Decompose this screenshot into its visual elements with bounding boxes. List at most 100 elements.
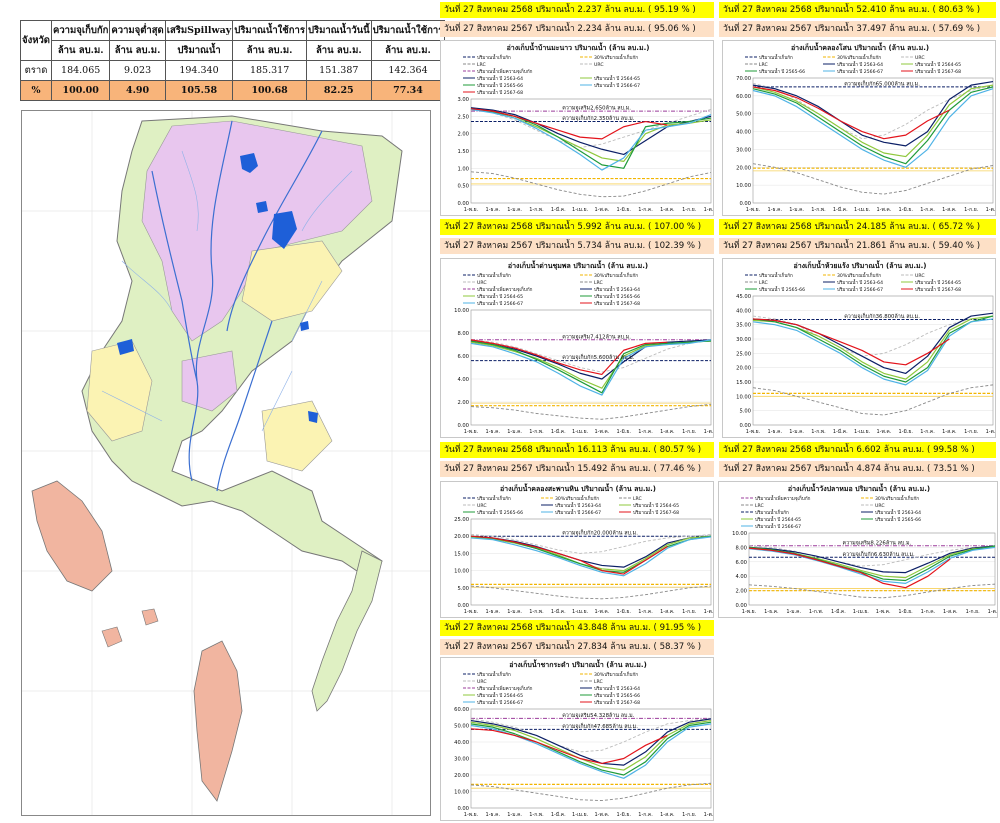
capacity-annotation: ความจุเสริม8.226ล้าน ลบ.ม. [842, 539, 911, 546]
urc-line [748, 545, 996, 567]
y-tick-label: 15.00 [736, 380, 751, 386]
legend-label: LRC [755, 503, 764, 509]
x-tick-label: 1-ต.ค. [704, 207, 714, 213]
x-tick-label: 1-พ.ค. [595, 812, 610, 818]
legend-label: ปริมาณน้ำเก็บกัก [759, 271, 793, 279]
legend-label: ปริมาณน้ำ ปี 2564-65 [915, 279, 961, 286]
y-tick-label: 0.00 [739, 201, 751, 207]
x-tick-label: 1-ธ.ค. [768, 207, 783, 213]
legend-label: 30%ปริมาณน้ำเก็บกัก [594, 53, 638, 61]
x-tick-label: 1-ส.ค. [660, 812, 675, 818]
min-capacity-unit: ล้าน ลบ.ม. [109, 40, 166, 61]
legend-label: ปริมาณน้ำ ปี 2564-65 [915, 61, 961, 68]
x-tick-label: 1-ก.ย. [964, 207, 979, 213]
x-tick-label: 1-ก.พ. [809, 609, 824, 615]
legend-label: ปริมาณน้ำ ปี 2564-65 [594, 75, 640, 82]
urc-line [752, 315, 994, 357]
series-line [470, 728, 668, 765]
legend-label: 30%ปริมาณน้ำเก็บกัก [837, 53, 881, 61]
capacity-annotation: ความจุเก็บกัก2.350ล้าน ลบ.ม. [562, 114, 635, 122]
chart-title: อ่างเก็บน้ำด่านชุมพล ปริมาณน้ำ (ล้าน ลบ.… [508, 259, 648, 270]
x-tick-label: 1-ม.ค. [789, 207, 804, 213]
series-line [752, 86, 994, 165]
legend-label: ปริมาณน้ำ ปี 2565-66 [477, 82, 523, 89]
legend-label: LRC [759, 280, 768, 286]
province-cell: ตราด [20, 60, 52, 81]
y-tick-label: 20.00 [736, 366, 751, 372]
series-line [470, 535, 668, 575]
report-r1-current: วันที่ 27 สิงหาคม 2568 ปริมาณน้ำ 2.237 ล… [440, 2, 714, 18]
series-line [752, 318, 994, 386]
legend-label: LRC [633, 496, 642, 502]
x-tick-label: 1-มี.ค. [551, 608, 566, 615]
plot-frame [470, 98, 712, 204]
x-tick-label: 1-ม.ค. [786, 609, 801, 615]
x-tick-label: 1-มิ.ย. [899, 206, 914, 213]
y-tick-label: 0.00 [457, 201, 469, 207]
y-tick-label: 2.00 [457, 400, 469, 406]
series-line [470, 339, 712, 380]
legend-label: ปริมาณน้ำ ปี 2566-67 [837, 286, 883, 293]
x-tick-label: 1-มี.ค. [551, 428, 566, 435]
x-tick-label: 1-ก.พ. [529, 609, 544, 615]
x-tick-label: 1-ม.ค. [507, 207, 522, 213]
legend-label: URC [477, 679, 487, 685]
legend-label: URC [594, 62, 604, 68]
y-tick-label: 60.00 [736, 94, 751, 100]
legend-label: ปริมาณน้ำ ปี 2564-65 [477, 692, 523, 699]
series-line [470, 718, 712, 766]
chart-title: อ่างเก็บน้ำวังปลาหมอ ปริมาณน้ำ (ล้าน ลบ.… [788, 482, 930, 493]
legend-label: ปริมาณน้ำ ปี 2565-66 [759, 68, 805, 75]
province-map[interactable] [21, 110, 431, 816]
y-tick-label: 30.00 [454, 757, 469, 763]
x-tick-label: 1-พ.ค. [595, 207, 610, 213]
x-tick-label: 1-พ.ค. [876, 609, 891, 615]
table-row-percent: % 100.00 4.90 105.58 100.68 82.25 77.34 [20, 80, 446, 101]
plot-frame [470, 708, 712, 809]
y-tick-label: 20.00 [736, 165, 751, 171]
y-tick-label: 60.00 [454, 707, 469, 713]
y-tick-label: 8.00 [735, 545, 747, 551]
legend-label: ปริมาณน้ำ ปี 2566-67 [755, 523, 801, 530]
percent-cell: 105.58 [164, 80, 234, 101]
percent-cell: 77.34 [370, 80, 446, 101]
y-tick-label: 1.50 [457, 149, 469, 155]
y-tick-label: 0.00 [739, 423, 751, 429]
today-unit: ล้าน ลบ.ม. [305, 40, 372, 61]
series-line [748, 545, 996, 582]
x-tick-label: 1-ก.ค. [920, 207, 935, 213]
x-tick-label: 1-มิ.ย. [617, 811, 632, 818]
y-tick-label: 50.00 [736, 112, 751, 118]
y-tick-label: 10.00 [454, 790, 469, 796]
plot-frame [470, 518, 712, 606]
y-tick-label: 10.00 [454, 569, 469, 575]
y-tick-label: 5.00 [739, 409, 751, 415]
y-tick-label: 0.00 [457, 806, 469, 812]
legend-label: ปริมาณน้ำเพิ่มความจุเก็บกัก [477, 684, 533, 692]
urc-line [752, 82, 994, 140]
x-tick-label: 1-ก.ค. [638, 609, 653, 615]
x-tick-label: 1-ก.ค. [921, 609, 936, 615]
legend-label: ปริมาณน้ำ ปี 2567-68 [594, 300, 640, 307]
legend-label: LRC [594, 280, 603, 286]
usable-unit: ล้าน ลบ.ม. [232, 40, 307, 61]
series-line [470, 535, 712, 572]
percent-cell: 100.00 [50, 80, 111, 101]
plot-frame [748, 532, 996, 606]
x-tick-label: 1-พ.ย. [746, 429, 761, 435]
x-tick-label: 1-ต.ค. [704, 429, 714, 435]
x-tick-label: 1-ก.พ. [811, 207, 826, 213]
chart-cha-kradam: อ่างเก็บน้ำชากระดำ ปริมาณน้ำ (ล้าน ลบ.ม.… [440, 657, 714, 821]
x-tick-label: 1-พ.ค. [877, 429, 892, 435]
legend-label: ปริมาณน้ำ ปี 2566-67 [555, 509, 601, 516]
legend-label: ปริมาณน้ำ ปี 2567-68 [915, 68, 961, 75]
y-tick-label: 10.00 [736, 394, 751, 400]
y-tick-label: 2.00 [735, 589, 747, 595]
y-tick-label: 5.00 [457, 586, 469, 592]
x-tick-label: 1-ธ.ค. [764, 609, 779, 615]
urc-line [470, 107, 712, 148]
y-tick-label: 0.00 [735, 603, 747, 609]
x-tick-label: 1-ต.ค. [986, 429, 996, 435]
plot-frame [752, 77, 994, 204]
x-tick-label: 1-เม.ย. [854, 429, 871, 435]
